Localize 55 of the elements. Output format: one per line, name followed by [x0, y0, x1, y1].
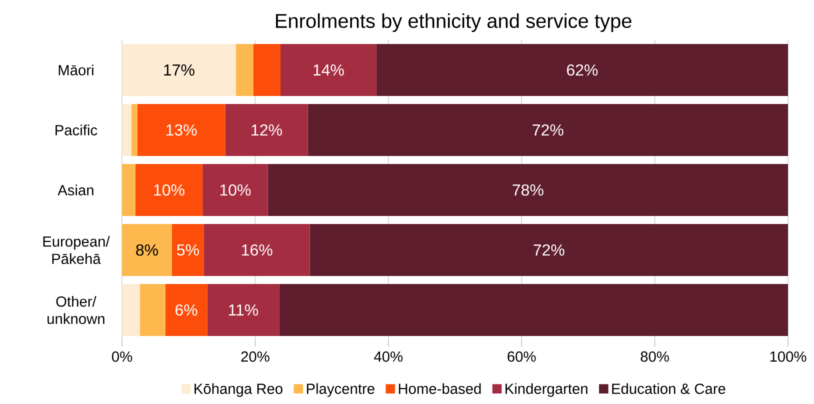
legend-label: Kōhanga Reo: [194, 383, 282, 397]
data-label: 5%: [177, 244, 199, 256]
bar: [131, 104, 138, 156]
y-tick-label: Other/ unknown: [48, 296, 104, 324]
bar: [202, 164, 268, 216]
bar: [204, 224, 310, 276]
data-label: 6%: [176, 304, 198, 316]
x-tick-label: 100%: [770, 351, 806, 362]
x-tick-label: 40%: [374, 351, 403, 362]
legend-label: Kindergarten: [506, 383, 588, 397]
legend-label: Playcentre: [306, 383, 374, 397]
bar: [376, 44, 788, 96]
bar: [308, 104, 788, 156]
legend-label: Education & Care: [612, 383, 726, 394]
bar: [172, 224, 204, 276]
data-label: 14%: [314, 64, 344, 76]
bar: [122, 104, 132, 156]
bar: [137, 104, 226, 156]
bar: [140, 284, 166, 336]
x-tick-label: 80%: [640, 351, 669, 362]
bar: [225, 104, 308, 156]
data-label: 13%: [166, 124, 197, 136]
data-label: 11%: [229, 304, 258, 316]
data-label: 10%: [220, 184, 251, 196]
bar: [135, 164, 203, 216]
data-label: 10%: [154, 184, 184, 196]
y-tick-label: European/ Pākehā: [43, 236, 110, 264]
y-tick-label: Pacific: [56, 124, 98, 136]
bar: [236, 44, 254, 96]
x-tick-label: 0%: [112, 351, 132, 362]
bar: [268, 164, 788, 216]
data-label: 62%: [567, 64, 598, 76]
data-label: 72%: [534, 244, 564, 256]
data-label: 78%: [512, 184, 544, 196]
x-tick-label: 60%: [508, 351, 536, 362]
bar: [253, 44, 281, 96]
legend-label: Home-based: [398, 383, 481, 394]
chart-title: Enrolments by ethnicity and service type: [276, 13, 632, 32]
data-label: 12%: [252, 124, 282, 136]
bar: [165, 284, 208, 336]
y-tick-label: Māori: [58, 64, 94, 76]
bar: [122, 164, 136, 216]
y-tick-label: Asian: [58, 184, 94, 196]
bar: [122, 284, 140, 336]
x-tick-label: 20%: [241, 351, 270, 362]
data-label: 17%: [164, 64, 194, 76]
bar: [207, 284, 280, 336]
bar: [122, 44, 236, 96]
bar: [310, 224, 788, 276]
bar: [280, 44, 376, 96]
bar: [279, 284, 788, 336]
bar: [122, 224, 172, 276]
data-label: 16%: [242, 244, 272, 256]
data-label: 8%: [136, 244, 158, 256]
data-label: 72%: [532, 124, 564, 136]
